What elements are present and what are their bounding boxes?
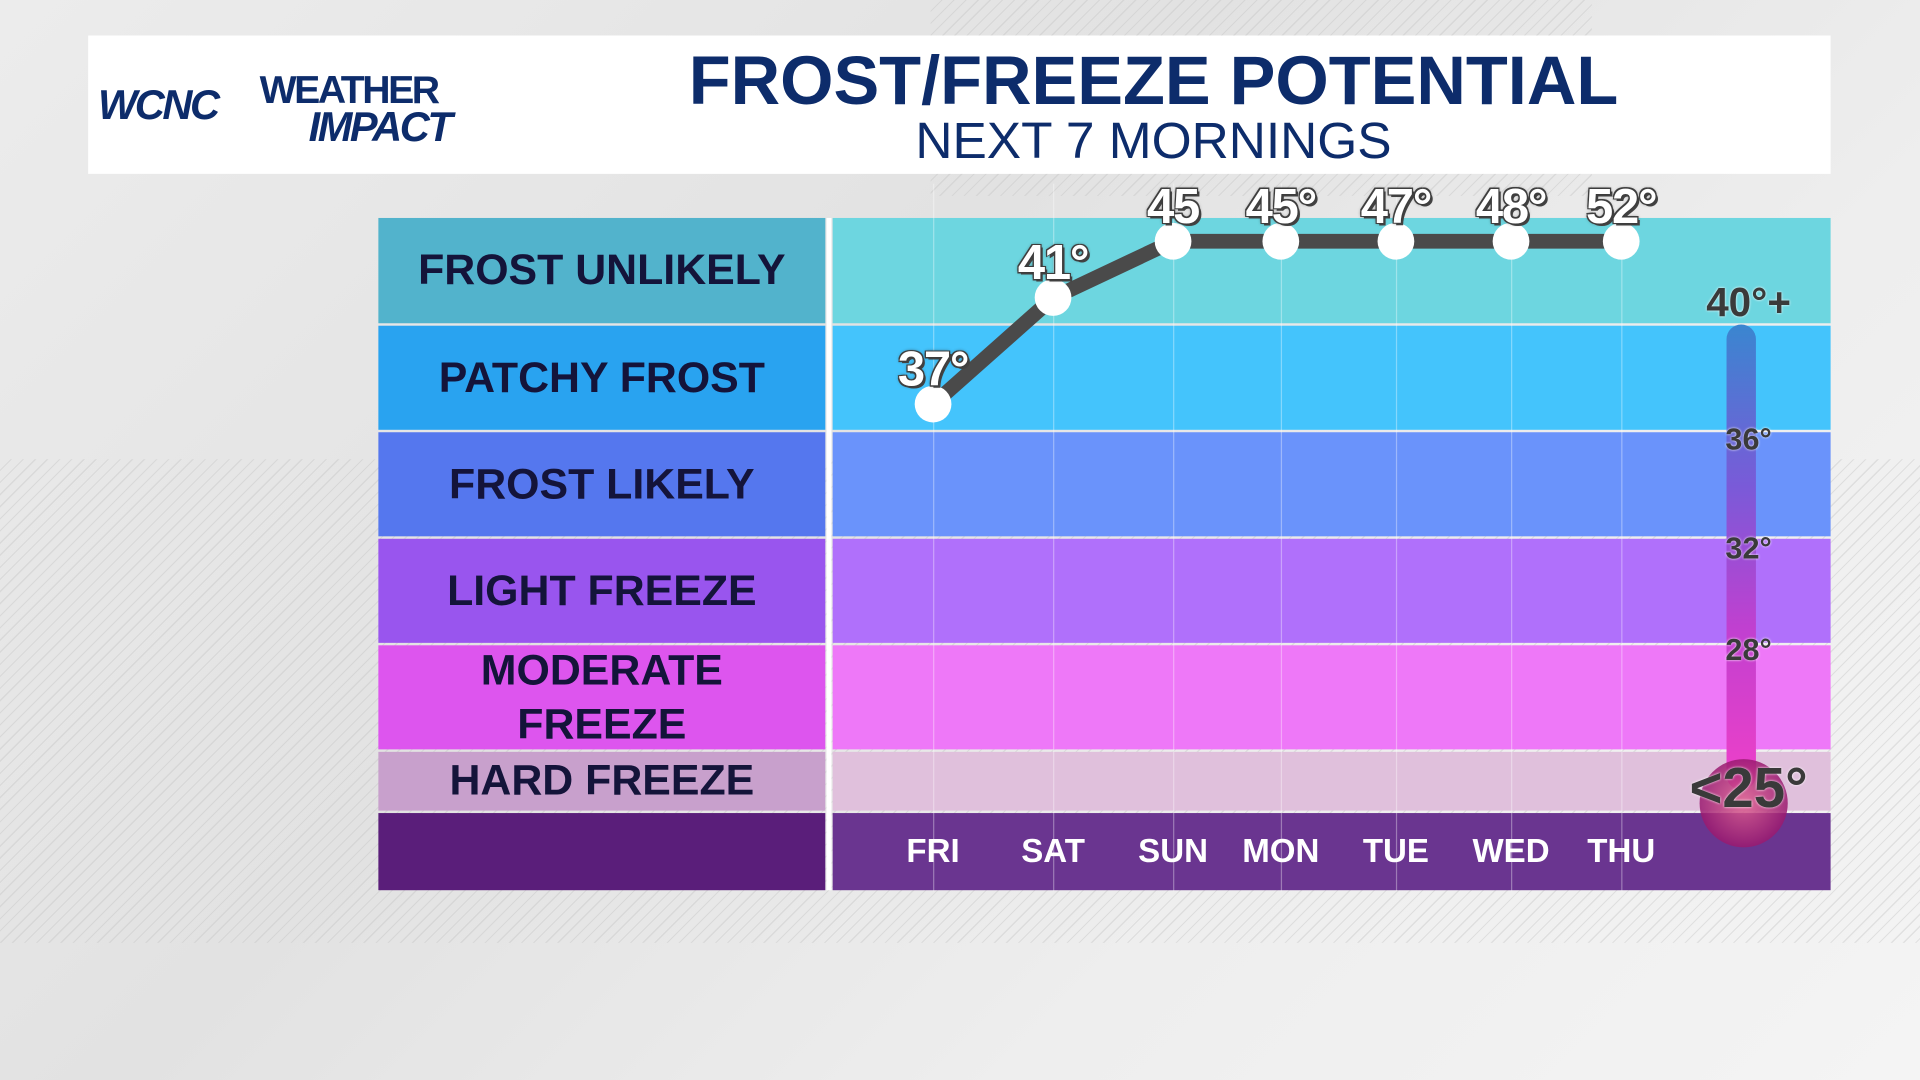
data-point: [1034, 279, 1072, 317]
page-subtitle: NEXT 7 MORNINGS: [915, 111, 1392, 169]
gridline: [1395, 183, 1398, 892]
data-label: 47°: [1360, 180, 1433, 234]
brand-impact: IMPACT: [308, 104, 453, 151]
data-label: 41°: [1017, 236, 1090, 291]
band-fill: [832, 751, 1831, 811]
thermo-label: 36°: [1725, 422, 1772, 457]
band-label: LIGHT FREEZE: [378, 538, 826, 643]
day-label: WED: [1472, 832, 1550, 870]
gridline: [1280, 183, 1283, 892]
day-axis: [832, 813, 1831, 891]
day-label: MON: [1242, 832, 1320, 870]
gridline: [1511, 183, 1513, 892]
day-label: SAT: [1021, 832, 1085, 870]
thermo-label: 32°: [1725, 531, 1772, 566]
gridline: [1053, 183, 1055, 892]
day-label: THU: [1587, 832, 1656, 870]
day-label: TUE: [1362, 832, 1429, 870]
day-label: FRI: [906, 832, 960, 870]
brand-weather: WEATHER: [259, 67, 440, 112]
band-label: HARD FREEZE: [378, 751, 826, 811]
thermo-label: 40°+: [1706, 279, 1791, 325]
data-point: [1262, 222, 1300, 260]
brand-logo: WCNC: [97, 82, 220, 129]
thermo-label: 28°: [1725, 633, 1772, 668]
band-label: FROST UNLIKELY: [378, 217, 826, 324]
data-point: [1602, 222, 1640, 260]
day-label: SUN: [1138, 832, 1208, 870]
label-footer: [378, 813, 826, 891]
gridline: [1173, 183, 1175, 892]
band-fill: [832, 538, 1831, 643]
band-label: FROST LIKELY: [378, 432, 826, 537]
page-title: FROST/FREEZE POTENTIAL: [688, 41, 1619, 119]
thermometer-tube: [1726, 324, 1756, 790]
data-label: 37°: [897, 343, 970, 398]
gridline: [1621, 183, 1623, 892]
band-fill: [832, 432, 1831, 537]
gridline: [933, 183, 935, 892]
data-point: [1154, 222, 1192, 260]
band-label: PATCHY FROST: [378, 325, 826, 430]
data-label: 48°: [1475, 180, 1548, 234]
data-label: 45°: [1245, 180, 1318, 234]
divider: [826, 217, 832, 891]
thermo-label: <25°: [1689, 755, 1808, 820]
header-banner: WCNC WEATHER IMPACT FROST/FREEZE POTENTI…: [88, 35, 1831, 174]
data-label: 52°: [1586, 180, 1658, 234]
band-label: MODERATE FREEZE: [378, 645, 826, 750]
data-point: [1377, 222, 1415, 260]
band-fill: [832, 645, 1831, 750]
thermometer-bulb: [1699, 759, 1788, 848]
data-point: [914, 386, 952, 423]
data-label: 45: [1147, 180, 1200, 234]
data-point: [1492, 222, 1530, 260]
